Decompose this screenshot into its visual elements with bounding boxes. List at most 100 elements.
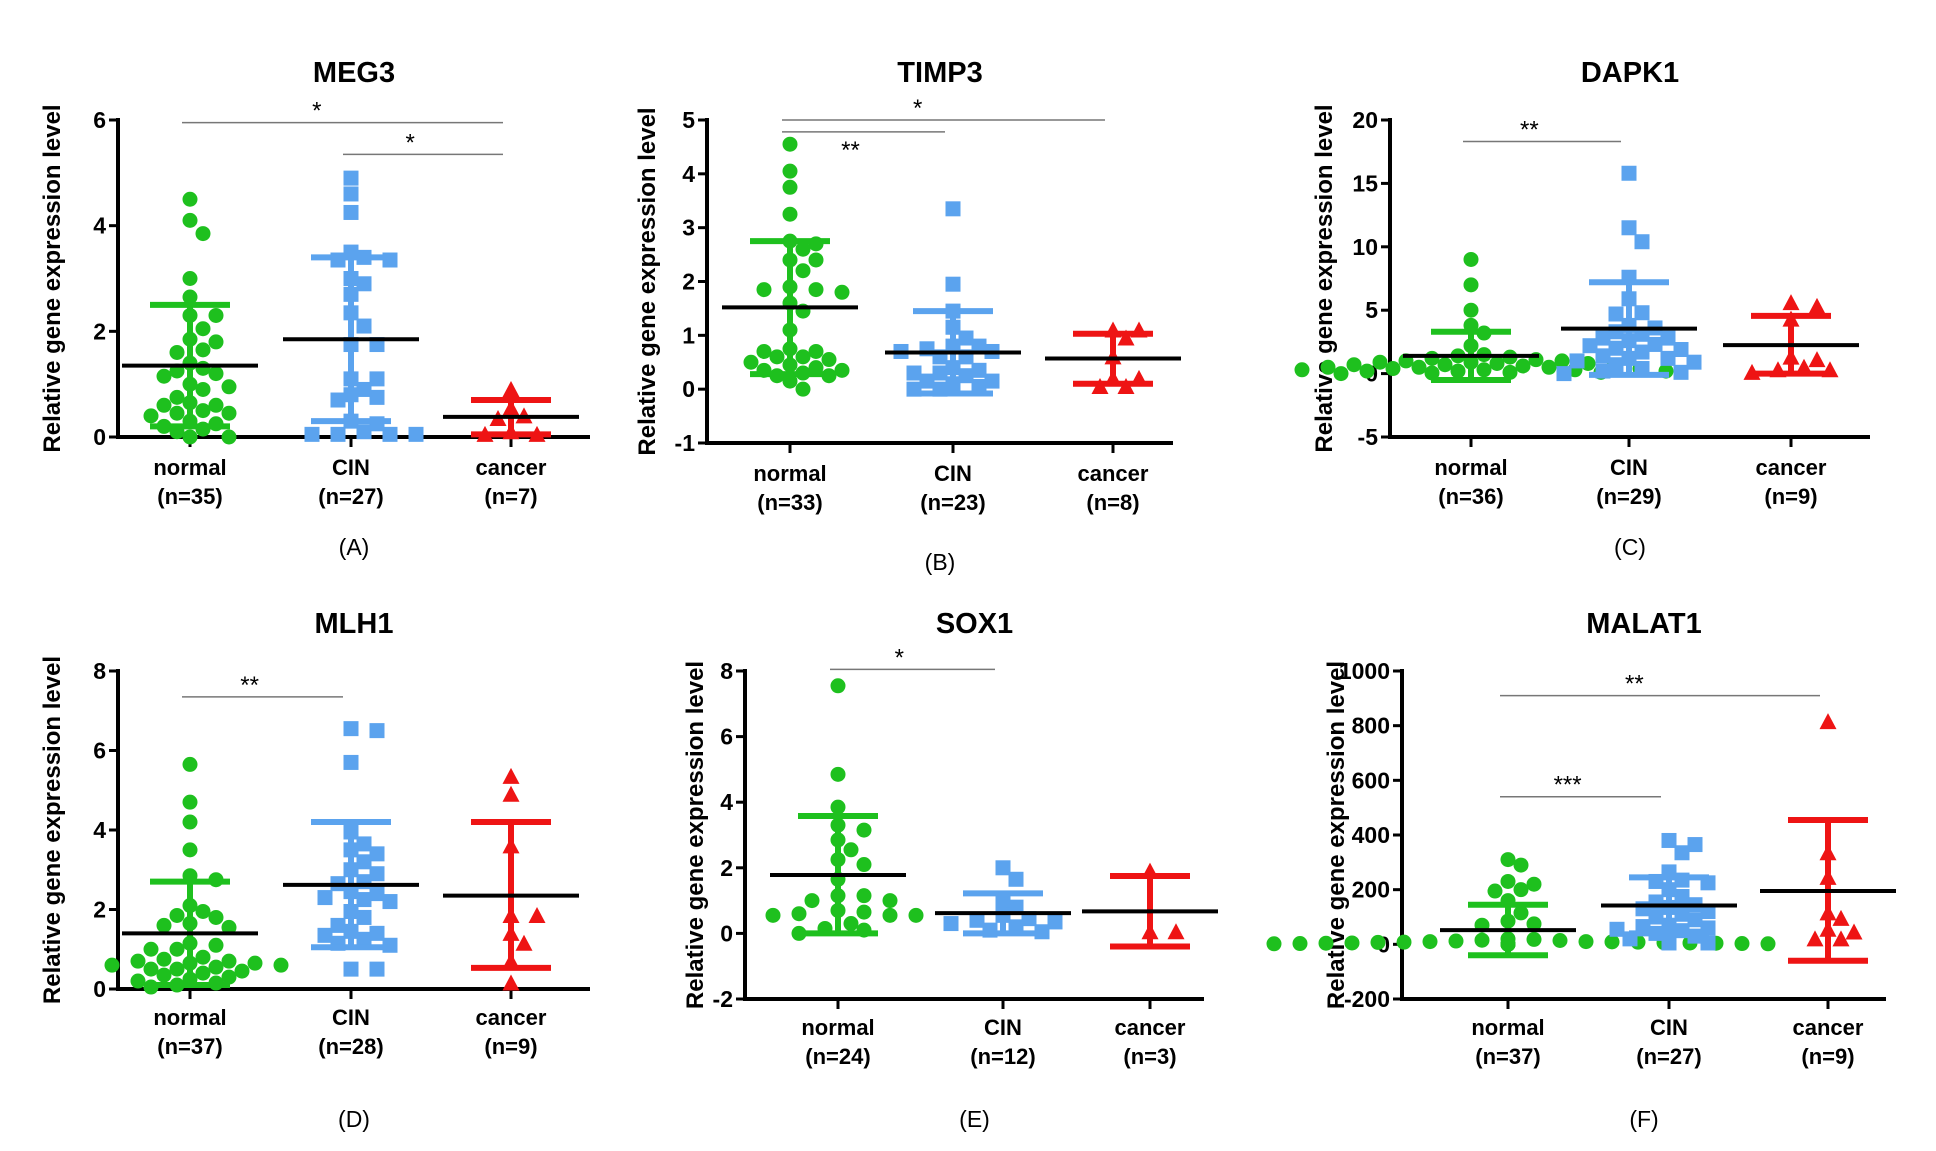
- data-point-normal: [195, 903, 211, 919]
- significance-label: ***: [1554, 772, 1582, 799]
- significance-label: *: [406, 129, 415, 156]
- x-category-n-label: (n=3): [1123, 1044, 1176, 1069]
- data-point-normal: [273, 957, 289, 973]
- chart-title: MLH1: [315, 608, 394, 640]
- data-point-normal: [856, 888, 872, 904]
- y-tick-label: 2: [682, 269, 695, 295]
- data-point-cin: [1047, 914, 1063, 930]
- data-point-cin: [1621, 165, 1637, 181]
- y-tick-label: 3: [682, 215, 695, 241]
- data-point-cin: [369, 846, 385, 862]
- x-category-n-label: (n=27): [1636, 1044, 1701, 1069]
- y-tick-label: 0: [720, 920, 733, 946]
- data-point-normal: [182, 212, 198, 228]
- data-point-normal: [1476, 362, 1492, 378]
- data-point-cancer: [1832, 909, 1850, 926]
- data-point-normal: [1513, 857, 1529, 873]
- data-point-cin: [945, 276, 961, 292]
- data-point-normal: [1463, 251, 1479, 267]
- data-point-cin: [317, 890, 333, 906]
- data-point-cin: [356, 276, 372, 292]
- x-category-label: CIN: [332, 1005, 370, 1030]
- x-category-n-label: (n=8): [1086, 490, 1139, 515]
- data-point-cin: [1608, 324, 1624, 340]
- x-category-label: normal: [153, 455, 226, 480]
- y-tick-label: 0: [93, 976, 106, 1002]
- y-tick-label: 2: [720, 855, 733, 881]
- data-point-normal: [1526, 876, 1542, 892]
- x-category-label: CIN: [332, 455, 370, 480]
- data-point-normal: [195, 226, 211, 242]
- data-point-cancer: [502, 974, 520, 991]
- data-point-normal: [208, 307, 224, 323]
- data-point-cin: [356, 854, 372, 870]
- data-point-normal: [1396, 934, 1412, 950]
- data-point-normal: [208, 334, 224, 350]
- significance-label: **: [1625, 671, 1644, 698]
- data-point-cin: [343, 204, 359, 220]
- x-category-n-label: (n=36): [1438, 484, 1503, 509]
- data-point-cin: [1660, 330, 1676, 346]
- data-point-normal: [1422, 934, 1438, 950]
- data-point-normal: [130, 953, 146, 969]
- data-point-normal: [169, 907, 185, 923]
- data-point-normal: [795, 349, 811, 365]
- data-point-cin: [356, 874, 372, 890]
- data-point-normal: [1411, 359, 1427, 375]
- data-point-normal: [169, 961, 185, 977]
- data-point-cin: [995, 860, 1011, 876]
- significance-label: **: [1520, 117, 1539, 144]
- data-point-normal: [1320, 359, 1336, 375]
- data-point-cin: [1674, 845, 1690, 861]
- data-point-normal: [830, 799, 846, 815]
- data-point-cin: [969, 912, 985, 928]
- data-point-normal: [1294, 362, 1310, 378]
- data-point-normal: [1526, 916, 1542, 932]
- data-point-normal: [143, 961, 159, 977]
- x-category-label: cancer: [1078, 461, 1149, 486]
- data-point-normal: [1513, 905, 1529, 921]
- x-category-n-label: (n=27): [318, 484, 383, 509]
- data-point-cin: [304, 426, 320, 442]
- y-tick-label: 800: [1352, 713, 1390, 739]
- y-tick-label: 2: [93, 897, 106, 923]
- data-point-normal: [795, 263, 811, 279]
- data-point-normal: [782, 373, 798, 389]
- data-point-normal: [821, 352, 837, 368]
- x-category-label: cancer: [1756, 455, 1827, 480]
- data-point-cin: [958, 330, 974, 346]
- data-point-normal: [834, 362, 850, 378]
- data-point-normal: [830, 766, 846, 782]
- data-point-normal: [169, 389, 185, 405]
- y-tick-label: 6: [93, 107, 106, 133]
- x-category-label: CIN: [1650, 1015, 1688, 1040]
- data-point-normal: [1437, 357, 1453, 373]
- y-tick-label: 8: [720, 658, 733, 684]
- data-point-normal: [208, 366, 224, 382]
- data-point-cancer: [502, 767, 520, 784]
- data-point-cin: [1634, 305, 1650, 321]
- data-point-cin: [1556, 366, 1572, 382]
- data-point-normal: [104, 957, 120, 973]
- x-category-n-label: (n=37): [1475, 1044, 1540, 1069]
- data-point-normal: [208, 937, 224, 953]
- x-category-n-label: (n=35): [157, 484, 222, 509]
- y-tick-label: 5: [682, 107, 695, 133]
- data-point-normal: [834, 284, 850, 300]
- data-point-normal: [1424, 365, 1440, 381]
- data-point-normal: [791, 906, 807, 922]
- data-point-normal: [1578, 934, 1594, 950]
- data-point-cancer: [1808, 297, 1826, 314]
- data-point-normal: [221, 919, 237, 935]
- data-point-cin: [356, 909, 372, 925]
- data-point-cin: [1569, 353, 1585, 369]
- data-point-normal: [195, 342, 211, 358]
- chart-title: SOX1: [936, 608, 1013, 640]
- data-point-cin: [369, 886, 385, 902]
- data-point-cancer: [1806, 930, 1824, 947]
- data-point-cin: [343, 170, 359, 186]
- data-point-normal: [782, 206, 798, 222]
- data-point-normal: [1526, 931, 1542, 947]
- data-point-normal: [195, 949, 211, 965]
